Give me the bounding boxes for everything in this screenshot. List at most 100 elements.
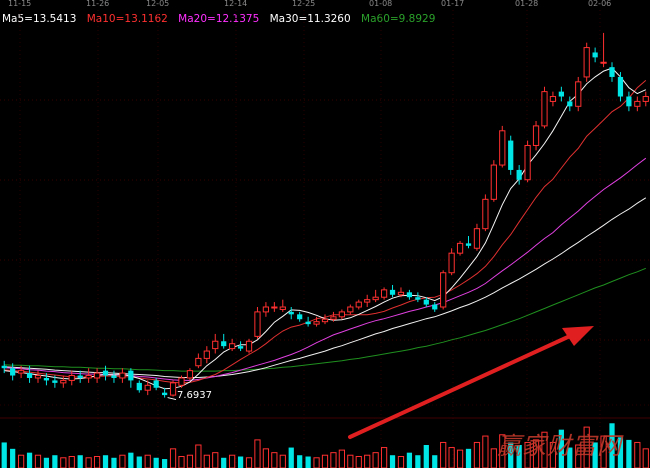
date-label: 01-28 [515,0,539,8]
volume-bar [288,447,294,468]
volume-bar [415,455,421,468]
candle-body-up [583,47,590,78]
candle-body-up [271,306,278,309]
ma10-line [4,80,647,384]
volume-bar [237,456,244,468]
candle-body-down [558,91,564,97]
volume-bar [634,441,641,468]
candle-body-down [592,52,598,58]
volume-bar [516,445,522,468]
candle-body-up [397,291,405,296]
volume-bar [609,423,615,468]
candle-body-up [524,144,531,181]
candle-body-up [541,91,548,127]
watermark: 赢家财富网 [497,432,622,460]
candle-body-down [288,311,294,315]
candle-body-down [136,382,142,391]
candle-body-up [321,318,329,323]
volume-bar [432,455,438,468]
candle-body-down [10,368,16,376]
volume-bar [221,457,227,468]
volume-bar [456,449,464,468]
volume-bar [1,442,7,468]
volume-bar [43,457,50,468]
volume-bar [161,459,168,468]
ma5-legend: Ma5=13.5413 [2,13,77,25]
volume-bar [279,454,286,468]
volume-bar [262,448,270,468]
candle-body-up [499,130,506,166]
date-axis: 11-15 11-26 12-05 12-14 12-25 01-08 01-17 01-28… [0,0,650,10]
volume-bar [541,431,548,468]
ma-legend: Ma5=13.5413 Ma10=13.1162 Ma20=12.1375 Ma… [2,13,442,27]
candle-body-down [406,292,413,298]
low-price-value: 7.6937 [177,390,212,401]
volume-bar [68,456,75,468]
candle-body-down [423,299,429,305]
candle-body-up [68,375,75,381]
candle-body-up [178,377,185,386]
candle-body-up [490,164,497,200]
candle-body-down [43,377,50,381]
candle-body-down [465,243,472,246]
volume-bar [406,452,413,468]
ma60-line [4,267,646,372]
volume-bar [178,456,185,468]
candle-body-down [128,370,134,381]
volume-bar [93,456,101,468]
volume-bar [355,456,362,468]
candle-body-up [634,100,641,107]
date-label: 01-08 [369,0,393,8]
volume-bar [195,444,202,468]
volume-bar [203,454,210,468]
volume-bar [153,457,159,468]
date-label: 12-14 [224,0,248,8]
candle-body-up [338,311,346,318]
candle-body-down [389,289,396,295]
volume-bar [144,454,151,468]
candle-body-up [355,301,362,308]
candle-body-down [102,370,109,376]
volume-bar [85,457,92,468]
candle-body-up [262,306,270,313]
candle-body-up [440,272,447,308]
candle-body-up [448,252,455,274]
candle-body-up [254,311,261,337]
candle-body-up [186,370,194,379]
ma30-line [4,197,647,378]
date-label: 01-17 [441,0,465,8]
volume-bar [389,455,396,468]
volume-bar [380,447,388,468]
candle-body-down [153,380,159,388]
low-marker-leader [167,397,177,401]
volume-bar [52,455,58,468]
candle-body-up [279,306,286,310]
candle-body-down [305,321,311,325]
volume-bar [465,448,472,468]
candle-body-up [245,340,253,352]
ma60-legend: Ma60=9.8929 [361,13,436,25]
volume-bar [26,452,33,468]
candle-body-up [17,370,25,374]
candle-body-down [567,101,573,107]
candle-body-up [85,375,92,379]
volume-bar [626,439,632,468]
ma30-legend: Ma30=11.3260 [269,13,351,25]
candle-body-down [1,365,7,369]
volume-bar [136,456,142,468]
candle-body-up [195,357,202,367]
low-price-marker: 7.6937 [177,390,212,401]
volume-bar [119,454,126,468]
volume-bar [212,452,219,468]
volume-bar [364,454,371,468]
date-label: 12-25 [292,0,316,8]
volume-bar [305,456,311,468]
volume-bar [440,441,447,468]
trend-arrow-shaft [348,334,572,439]
candle-body-up [380,289,388,298]
volume-bar [338,449,346,468]
volume-bar [186,454,194,468]
candle-body-up [347,306,354,313]
